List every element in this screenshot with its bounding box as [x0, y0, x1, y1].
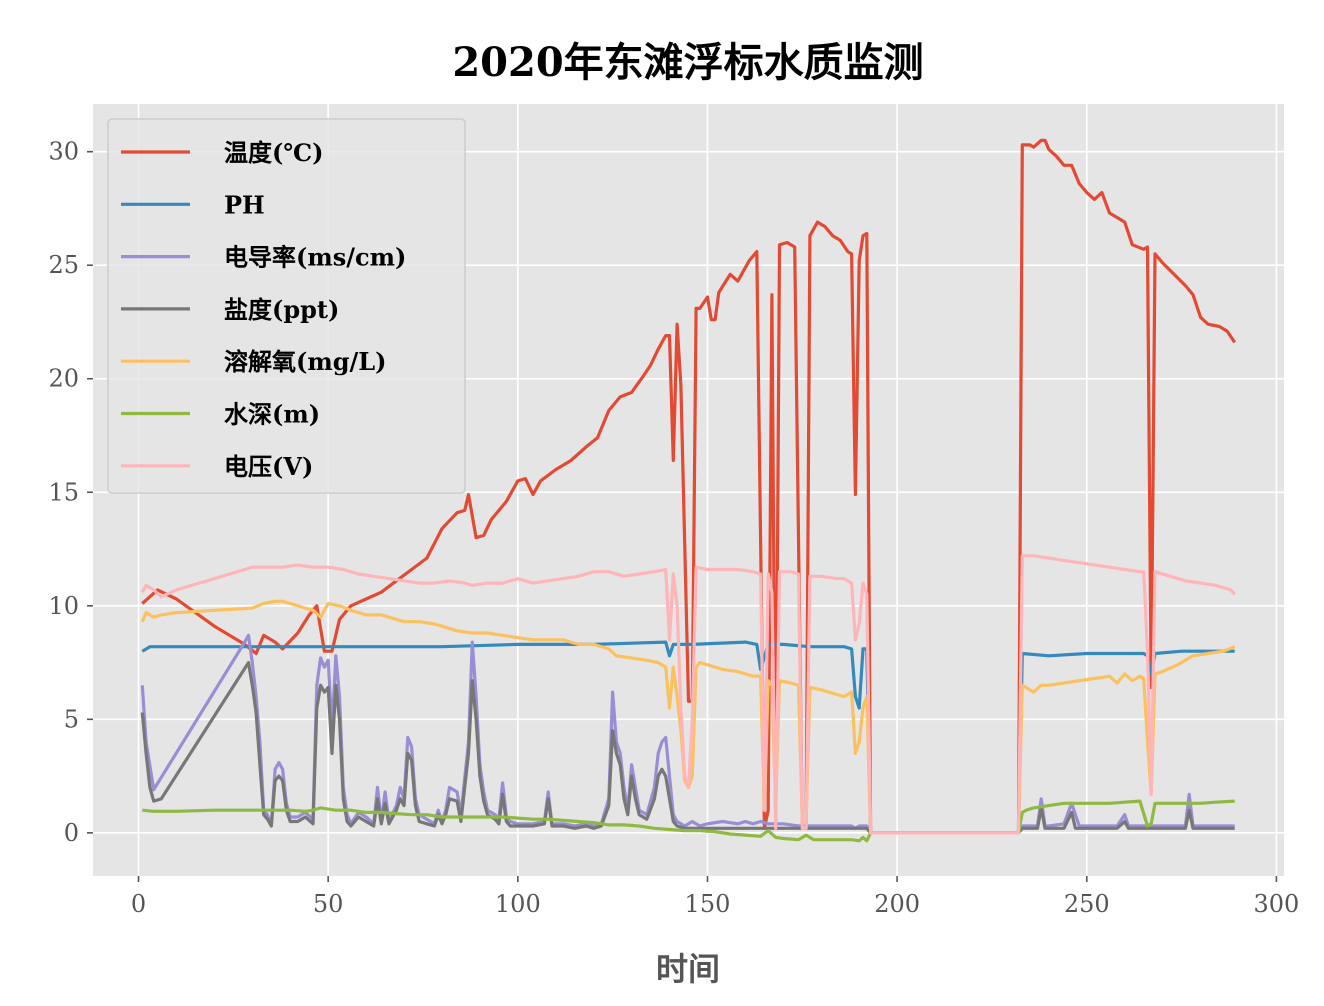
x-axis: 0 50 100 150 200 250 300 — [131, 876, 1299, 918]
legend-label: PH — [224, 190, 265, 219]
y-tick-label: 25 — [48, 251, 79, 279]
y-tick-label: 0 — [64, 819, 79, 847]
legend-label: 电导率(ms/cm) — [224, 243, 406, 272]
y-tick-label: 30 — [48, 138, 79, 166]
legend-box — [107, 118, 466, 494]
series-line-7 — [140, 554, 1236, 835]
legend-label: 盐度(ppt) — [224, 295, 339, 324]
x-tick-label: 200 — [874, 890, 920, 918]
plot-area — [140, 138, 1237, 843]
y-tick-label: 5 — [64, 705, 79, 733]
x-tick-label: 300 — [1254, 890, 1300, 918]
legend-label: 温度(℃) — [224, 138, 323, 167]
series-line-4 — [140, 660, 1235, 835]
legend: 温度(℃) PH 电导率(ms/cm) 盐度(ppt) 溶解氧(mg/L) 水深(m) 电压… — [107, 118, 466, 494]
x-tick-label: 250 — [1064, 890, 1110, 918]
x-tick-label: 50 — [313, 890, 344, 918]
chart-title: 2020年东滩浮标水质监测 — [452, 39, 923, 86]
y-tick-label: 10 — [48, 592, 79, 620]
y-axis: 0 5 10 15 20 25 30 — [48, 138, 93, 847]
y-tick-label: 20 — [48, 365, 79, 393]
series-line-6 — [142, 799, 1235, 843]
x-axis-label: 时间 — [656, 950, 720, 988]
legend-label: 水深(m) — [224, 400, 320, 429]
y-tick-label: 15 — [48, 478, 79, 506]
x-tick-label: 100 — [495, 890, 541, 918]
series-line-1 — [141, 138, 1237, 835]
gridlines — [93, 104, 1284, 876]
legend-label: 电压(V) — [224, 452, 313, 481]
legend-label: 溶解氧(mg/L) — [224, 347, 387, 376]
x-tick-label: 150 — [685, 890, 731, 918]
x-tick-label: 0 — [131, 890, 146, 918]
series-line-5 — [140, 599, 1236, 835]
